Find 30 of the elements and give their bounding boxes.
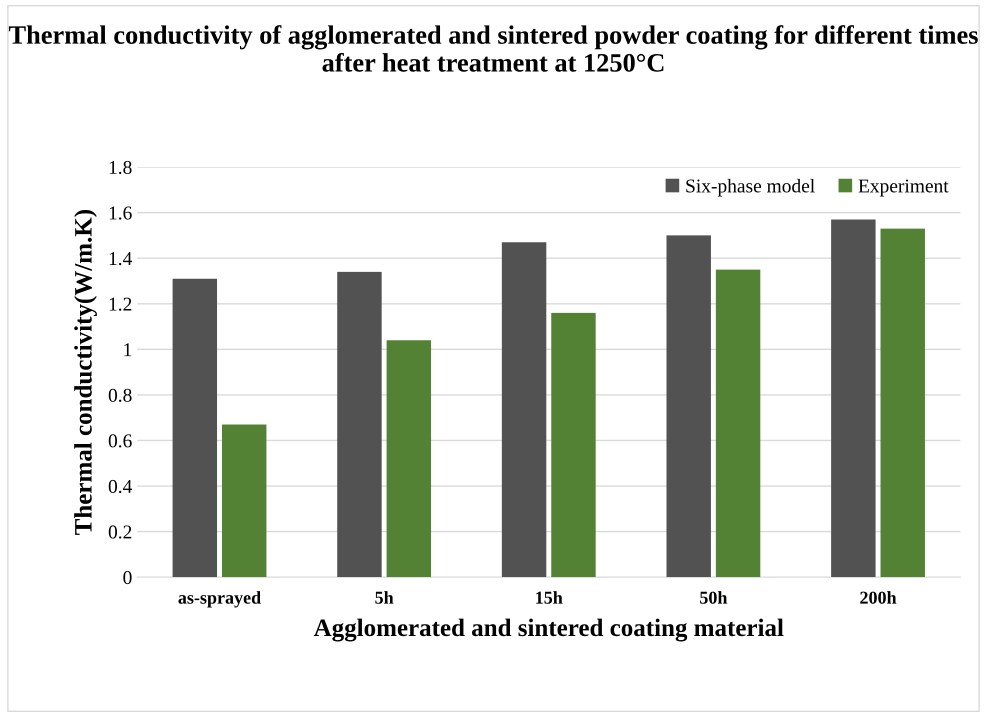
bar <box>666 235 711 578</box>
bar <box>831 219 876 578</box>
bar <box>880 228 925 578</box>
x-axis-title: Agglomerated and sintered coating material <box>314 618 784 642</box>
x-tick-label: 5h <box>375 591 394 604</box>
bar <box>172 278 218 578</box>
y-axis-title: Thermal conductivity(W/m.K) <box>74 210 97 535</box>
legend-label: Experiment <box>858 179 949 196</box>
legend-label: Six-phase model <box>686 178 815 196</box>
x-tick-label: as-sprayed <box>178 591 261 608</box>
bar <box>551 312 596 578</box>
y-tick-label: 1 <box>124 343 132 356</box>
bar <box>386 340 432 578</box>
y-tick-label: 1.2 <box>110 298 132 311</box>
x-tick-label: 15h <box>536 591 563 604</box>
y-tick-label: 1.6 <box>110 206 132 220</box>
x-tick-label: 50h <box>700 591 728 604</box>
bar <box>502 242 546 578</box>
bar <box>716 270 760 578</box>
y-tick-label: 1.4 <box>110 252 132 266</box>
y-tick-label: 0.8 <box>108 388 132 402</box>
chart-title: Thermal conductivity of agglomerated and sintered powder coating for different times after heat treatment at 1250°C <box>8 25 978 72</box>
bar <box>222 424 266 578</box>
y-tick-label: 0.4 <box>108 480 132 494</box>
y-tick-label: 0.6 <box>108 434 132 448</box>
x-tick-label: 200h <box>860 591 896 604</box>
bar <box>337 272 382 578</box>
y-tick-label: 0.2 <box>108 525 132 539</box>
y-tick-label: 1.8 <box>110 160 132 174</box>
y-tick-label: 0 <box>123 571 132 584</box>
